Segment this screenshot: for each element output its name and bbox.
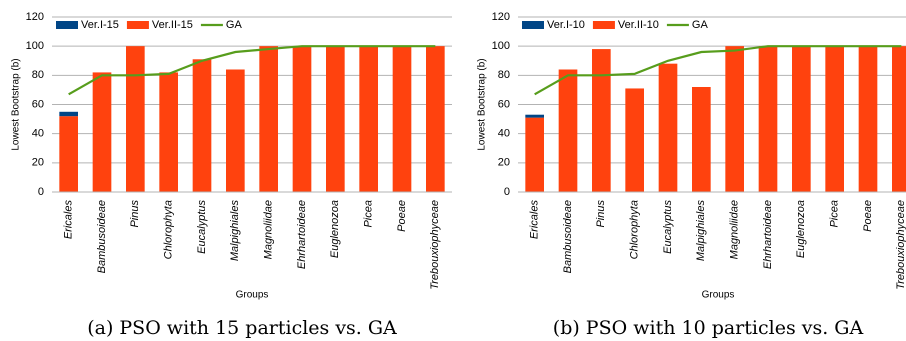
x-tick-label: Trebouxiophyceae bbox=[429, 200, 441, 290]
y-axis-label: Lowest Bootstrap (b) bbox=[477, 58, 488, 150]
bar bbox=[892, 46, 906, 192]
y-tick-label: 60 bbox=[498, 98, 510, 110]
bar bbox=[192, 59, 212, 192]
x-tick-label: Picea bbox=[829, 200, 841, 228]
x-tick-label: Bambusoideae bbox=[96, 200, 108, 273]
legend-label: Ver.I-10 bbox=[547, 19, 585, 31]
bar bbox=[426, 46, 445, 192]
y-tick-label: 120 bbox=[492, 11, 510, 23]
y-axis-label: Lowest Bootstrap (b) bbox=[11, 58, 22, 150]
x-tick-label: Bambusoideae bbox=[562, 200, 574, 273]
bar bbox=[758, 46, 778, 192]
legend-label: Ver.II-15 bbox=[152, 19, 193, 31]
bar bbox=[92, 72, 112, 192]
x-tick-label: Ehrhartoideae bbox=[296, 200, 308, 269]
bar bbox=[59, 111, 78, 117]
y-tick-label: 60 bbox=[32, 98, 44, 110]
x-tick-label: Trebouxiophyceae bbox=[895, 200, 906, 290]
bar bbox=[159, 72, 178, 192]
x-tick-label: Malpighiales bbox=[695, 200, 707, 262]
bar bbox=[525, 117, 544, 192]
x-tick-label: Chlorophyta bbox=[163, 200, 175, 259]
bar bbox=[126, 46, 145, 192]
bar bbox=[792, 46, 811, 192]
x-tick-label: Euglenozoa bbox=[329, 200, 341, 258]
bar bbox=[326, 46, 345, 192]
legend-label: Ver.II-10 bbox=[618, 19, 659, 31]
x-tick-label: Poeae bbox=[862, 200, 874, 232]
y-tick-label: 0 bbox=[38, 186, 44, 198]
bar bbox=[725, 46, 744, 192]
legend-label: Ver.I-15 bbox=[81, 19, 119, 31]
y-tick-label: 20 bbox=[498, 157, 510, 169]
x-tick-label: Picea bbox=[363, 200, 375, 228]
x-tick-label: Ericales bbox=[529, 200, 541, 240]
bar bbox=[259, 46, 278, 192]
line bbox=[68, 45, 436, 96]
x-tick-label: Pinus bbox=[595, 200, 607, 228]
x-axis-label: Groups bbox=[702, 290, 735, 301]
legend-swatch bbox=[126, 21, 149, 29]
y-tick-label: 20 bbox=[32, 157, 44, 169]
legend-label: GA bbox=[226, 19, 243, 31]
y-tick-label: 0 bbox=[504, 186, 510, 198]
bar bbox=[359, 46, 378, 192]
y-tick-label: 100 bbox=[492, 40, 510, 52]
bar bbox=[392, 46, 412, 192]
y-tick-label: 80 bbox=[498, 69, 510, 81]
x-tick-label: Magnoliidae bbox=[729, 200, 741, 259]
y-tick-label: 40 bbox=[498, 128, 510, 140]
legend-swatch bbox=[56, 21, 78, 29]
line bbox=[534, 45, 902, 96]
x-tick-label: Ehrhartoideae bbox=[762, 200, 774, 269]
bar bbox=[692, 87, 711, 192]
bar bbox=[558, 69, 578, 192]
bar bbox=[825, 46, 844, 192]
x-tick-label: Pinus bbox=[129, 200, 141, 228]
legend-swatch bbox=[522, 21, 544, 29]
y-tick-label: 40 bbox=[32, 128, 44, 140]
bar bbox=[226, 69, 245, 192]
x-tick-label: Eucalyptus bbox=[662, 200, 674, 254]
bar bbox=[658, 63, 678, 192]
x-tick-label: Ericales bbox=[63, 200, 75, 240]
bar bbox=[625, 88, 644, 192]
x-tick-label: Poeae bbox=[396, 200, 408, 232]
x-tick-label: Magnoliidae bbox=[263, 200, 275, 259]
caption: (a) PSO with 15 particles vs. GA bbox=[87, 317, 397, 339]
bar bbox=[292, 46, 312, 192]
x-tick-label: Euglenozoa bbox=[795, 200, 807, 258]
y-tick-label: 100 bbox=[26, 40, 44, 52]
legend-label: GA bbox=[692, 19, 709, 31]
bar bbox=[858, 46, 878, 192]
bar bbox=[59, 116, 78, 192]
x-tick-label: Chlorophyta bbox=[629, 200, 641, 259]
x-axis-label: Groups bbox=[236, 290, 269, 301]
x-tick-label: Eucalyptus bbox=[196, 200, 208, 254]
y-tick-label: 120 bbox=[26, 11, 44, 23]
bar bbox=[592, 49, 611, 193]
y-tick-label: 80 bbox=[32, 69, 44, 81]
x-tick-label: Malpighiales bbox=[229, 200, 241, 262]
legend-swatch bbox=[592, 21, 615, 29]
caption: (b) PSO with 10 particles vs. GA bbox=[553, 317, 864, 339]
bar bbox=[525, 114, 544, 118]
